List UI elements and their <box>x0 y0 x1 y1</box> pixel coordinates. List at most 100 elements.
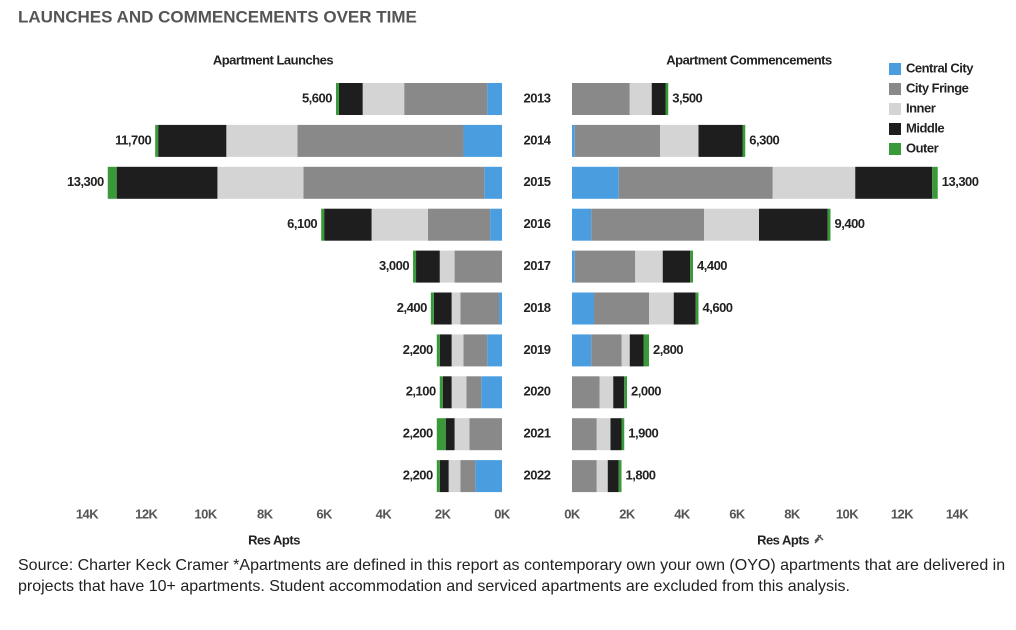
bar-segment <box>742 124 746 157</box>
bar-segment <box>599 376 614 409</box>
total-label: 3,000 <box>379 258 409 273</box>
bar-segment <box>297 124 464 157</box>
bar-segment <box>439 460 449 493</box>
bar-segment <box>463 124 502 157</box>
total-label: 2,200 <box>403 468 433 483</box>
bar-segment <box>430 292 434 325</box>
panel-title: Apartment Commencements <box>666 52 832 67</box>
bar-segment <box>217 166 304 199</box>
bar-segment <box>439 250 455 283</box>
bar-segment <box>490 208 502 241</box>
total-label: 13,300 <box>942 174 979 189</box>
bar-segment <box>454 250 502 283</box>
bar-segment <box>439 376 443 409</box>
bar-segment <box>572 376 600 409</box>
bar-segment <box>460 292 500 325</box>
total-label: 1,900 <box>628 426 658 441</box>
bar-segment <box>338 83 363 115</box>
bar-segment <box>436 418 446 451</box>
year-label: 2021 <box>524 426 551 441</box>
x-tick-label: 8K <box>257 506 274 521</box>
total-label: 6,100 <box>287 216 317 231</box>
x-tick-label: 12K <box>135 506 158 521</box>
x-tick-label: 4K <box>376 506 393 521</box>
bar-segment <box>116 166 218 199</box>
year-label: 2022 <box>524 468 551 483</box>
legend-swatch <box>889 103 901 115</box>
total-label: 2,200 <box>403 426 433 441</box>
bar-segment <box>460 460 476 493</box>
pin-icon <box>814 534 824 544</box>
x-tick-label: 0K <box>564 506 581 521</box>
year-label: 2017 <box>524 258 551 273</box>
bar-segment <box>448 460 461 493</box>
bar-segment <box>665 83 669 115</box>
year-label: 2015 <box>524 174 551 189</box>
bar-segment <box>827 208 831 241</box>
chart: LAUNCHES AND COMMENCEMENTS OVER TIME Apa… <box>18 7 979 547</box>
bar-segment <box>487 334 502 367</box>
bar-segment <box>596 418 611 451</box>
x-tick-label: 8K <box>784 506 801 521</box>
source-note: Source: Charter Keck Cramer *Apartments … <box>18 557 1006 595</box>
bar-segment <box>574 250 636 283</box>
legend-label: City Fringe <box>906 80 969 95</box>
bar-segment <box>416 250 440 283</box>
x-tick-label: 10K <box>836 506 859 521</box>
chart-title: LAUNCHES AND COMMENCEMENTS OVER TIME <box>18 7 417 26</box>
bar-segment <box>469 418 502 451</box>
bar-segment <box>591 208 704 241</box>
total-label: 2,400 <box>397 300 427 315</box>
axis-label: Res Apts <box>248 532 300 547</box>
bar-segment <box>107 166 117 199</box>
bar-segment <box>618 460 622 493</box>
bar-segment <box>475 460 502 493</box>
bar-segment <box>436 334 440 367</box>
bar-segment <box>932 166 938 199</box>
bar-segment <box>572 83 630 115</box>
bar-segment <box>610 418 622 451</box>
total-label: 13,300 <box>67 174 104 189</box>
bar-segment <box>362 83 405 115</box>
bar-segment <box>303 166 485 199</box>
bar-segment <box>436 460 440 493</box>
total-label: 1,800 <box>626 468 656 483</box>
total-label: 2,200 <box>403 342 433 357</box>
bar-segment <box>629 334 644 367</box>
legend-label: Central City <box>906 60 974 75</box>
year-label: 2013 <box>524 90 551 105</box>
bar-segment <box>404 83 488 115</box>
x-tick-label: 10K <box>194 506 217 521</box>
axis-label: Res Apts <box>757 532 809 547</box>
bar-segment <box>621 418 625 451</box>
total-label: 2,800 <box>653 342 683 357</box>
bar-segment <box>433 292 452 325</box>
legend-label: Outer <box>906 140 939 155</box>
total-label: 4,600 <box>703 300 733 315</box>
bar-segment <box>572 250 575 283</box>
bar-segment <box>572 124 575 157</box>
bar-segment <box>466 376 482 409</box>
bar-segment <box>643 334 649 367</box>
bar-segment <box>572 460 597 493</box>
bar-segment <box>451 334 464 367</box>
legend-label: Middle <box>906 120 944 135</box>
x-tick-label: 2K <box>435 506 452 521</box>
year-label: 2018 <box>524 300 551 315</box>
bar-segment <box>624 376 627 409</box>
bar-segment <box>695 292 699 325</box>
bar-segment <box>413 250 417 283</box>
x-tick-label: 2K <box>619 506 636 521</box>
bar-segment <box>454 418 470 451</box>
x-tick-label: 6K <box>316 506 333 521</box>
bar-segment <box>704 208 759 241</box>
year-label: 2020 <box>524 384 551 399</box>
bar-segment <box>463 334 488 367</box>
bar-segment <box>649 292 674 325</box>
bar-segment <box>442 376 452 409</box>
bar-segment <box>629 83 652 115</box>
legend-swatch <box>889 63 901 75</box>
year-label: 2014 <box>524 132 552 147</box>
bar-segment <box>158 124 227 157</box>
